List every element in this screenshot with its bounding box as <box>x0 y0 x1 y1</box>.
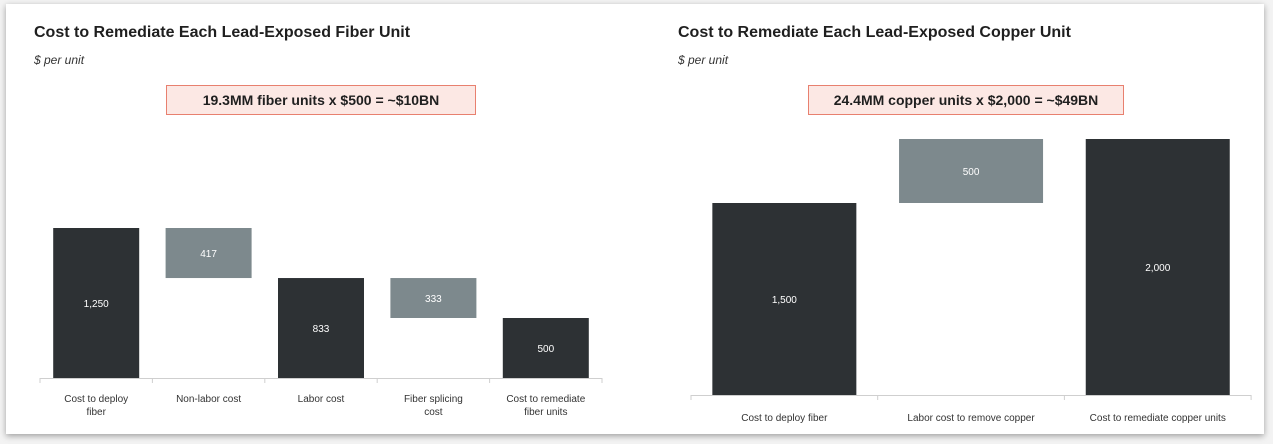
fiber-callout-box: 19.3MM fiber units x $500 = ~$10BN <box>166 85 476 115</box>
copper-bar-cost-to-remediate-copper-units <box>1085 139 1230 395</box>
fiber-bar-fiber-splicing-cost-value-label: 333 <box>425 294 442 305</box>
copper-callout-box: 24.4MM copper units x $2,000 = ~$49BN <box>808 85 1124 115</box>
dashboard-frame: Cost to Remediate Each Lead-Exposed Fibe… <box>6 4 1264 434</box>
fiber-category-label-non-labor-cost: Non-labor cost <box>176 394 241 405</box>
fiber-category-label-fiber-splicing-cost: Fiber splicing cost <box>404 394 463 418</box>
copper-bar-cost-to-remediate-copper-units-value-label: 2,000 <box>1145 263 1170 274</box>
fiber-bar-cost-to-deploy-fiber-value-label: 1,250 <box>84 299 109 310</box>
fiber-category-label-cost-to-remediate-fiber-units: Cost to remediate fiber units <box>506 394 585 418</box>
fiber-bar-cost-to-remediate-fiber-units <box>502 318 589 378</box>
copper-bar-cost-to-deploy-fiber <box>712 203 857 395</box>
fiber-bar-labor-cost-value-label: 833 <box>313 324 330 335</box>
fiber-bar-non-labor-cost <box>165 228 252 279</box>
fiber-bar-cost-to-remediate-fiber-units-value-label: 500 <box>537 344 554 355</box>
fiber-chart-panel: Cost to Remediate Each Lead-Exposed Fibe… <box>6 4 651 434</box>
copper-chart-panel: Cost to Remediate Each Lead-Exposed Copp… <box>651 4 1264 434</box>
copper-category-label-labor-cost-to-remove-copper: Labor cost to remove copper <box>907 413 1035 424</box>
copper-bar-cost-to-deploy-fiber-value-label: 1,500 <box>772 295 797 306</box>
fiber-bar-fiber-splicing-cost <box>390 278 477 318</box>
copper-bar-labor-cost-to-remove-copper-value-label: 500 <box>963 167 980 178</box>
copper-chart-subtitle: $ per unit <box>678 53 729 67</box>
fiber-chart-title: Cost to Remediate Each Lead-Exposed Fibe… <box>34 24 411 41</box>
fiber-bar-non-labor-cost-value-label: 417 <box>200 249 217 260</box>
copper-chart-title: Cost to Remediate Each Lead-Exposed Copp… <box>678 24 1071 41</box>
copper-waterfall-chart: 1,500 Cost to deploy fiber 500 Labor cost t… <box>690 139 1252 424</box>
copper-category-label-cost-to-remediate-copper-units: Cost to remediate copper units <box>1090 413 1226 424</box>
copper-bar-labor-cost-to-remove-copper <box>899 139 1044 203</box>
fiber-bar-cost-to-deploy-fiber <box>53 228 140 378</box>
fiber-category-label-cost-to-deploy-fiber: Cost to deploy fiber <box>64 394 128 418</box>
fiber-chart-subtitle: $ per unit <box>34 53 85 67</box>
fiber-waterfall-chart: 1,250 Cost to deploy fiber 417 Non-labor cos… <box>39 228 603 418</box>
fiber-bar-labor-cost <box>278 278 364 378</box>
fiber-category-label-labor-cost: Labor cost <box>298 394 345 405</box>
copper-category-label-cost-to-deploy-fiber: Cost to deploy fiber <box>741 413 828 424</box>
